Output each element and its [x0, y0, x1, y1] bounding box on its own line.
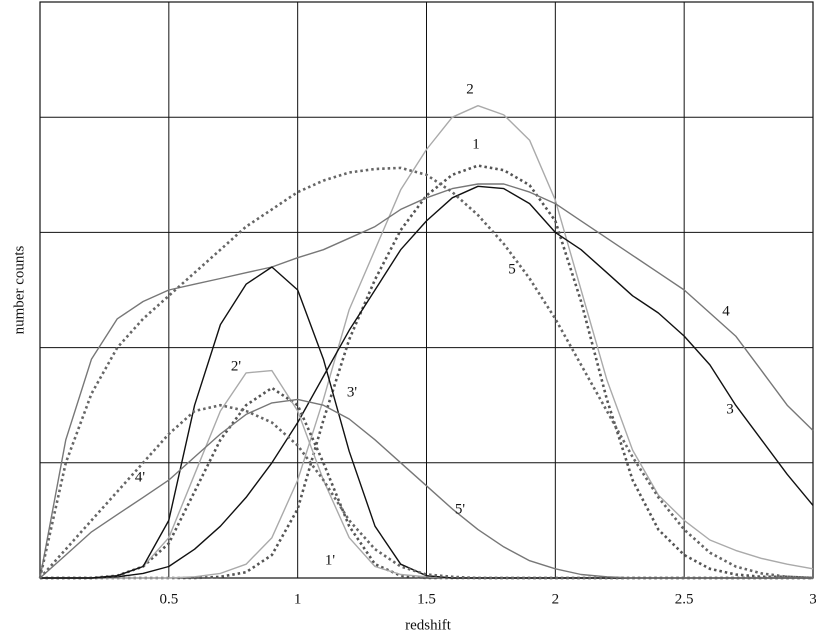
series-line: [40, 185, 814, 579]
series-label: 3': [347, 384, 358, 400]
series-line: [39, 403, 813, 580]
series-label: 4': [135, 469, 146, 485]
series-line: [40, 386, 813, 580]
x-tick-label: 2.5: [675, 591, 694, 607]
series-label: 1: [472, 136, 480, 152]
series-label: 2: [466, 81, 474, 97]
x-tick-label: 0.5: [159, 591, 178, 607]
series-label: 4: [722, 303, 730, 319]
series-line: [40, 105, 814, 579]
series-label: 5: [508, 261, 516, 277]
x-tick-label: 1.5: [417, 591, 436, 607]
series-label: 3: [726, 401, 734, 417]
x-tick-label: 1: [294, 591, 302, 607]
y-axis-label: number counts: [11, 245, 27, 334]
series-label: 2': [231, 358, 242, 374]
x-axis-label: redshift: [405, 617, 452, 633]
series-line: [38, 166, 814, 580]
series-label: 1': [325, 552, 336, 568]
series-label: 5': [455, 501, 466, 517]
x-tick-label: 3: [809, 591, 816, 607]
x-tick-label: 2: [552, 591, 560, 607]
series-line: [39, 183, 814, 579]
